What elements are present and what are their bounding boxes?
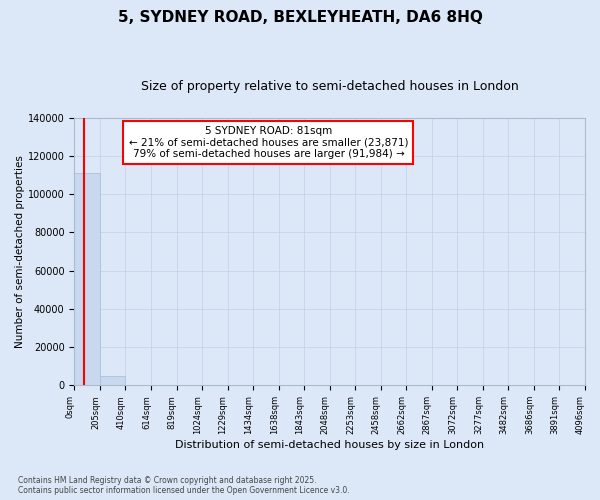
Title: Size of property relative to semi-detached houses in London: Size of property relative to semi-detach… — [141, 80, 518, 93]
Bar — [74, 173, 100, 386]
Text: 5, SYDNEY ROAD, BEXLEYHEATH, DA6 8HQ: 5, SYDNEY ROAD, BEXLEYHEATH, DA6 8HQ — [118, 10, 482, 25]
Bar — [100, 376, 125, 386]
X-axis label: Distribution of semi-detached houses by size in London: Distribution of semi-detached houses by … — [175, 440, 484, 450]
Y-axis label: Number of semi-detached properties: Number of semi-detached properties — [15, 155, 25, 348]
Text: 5 SYDNEY ROAD: 81sqm
← 21% of semi-detached houses are smaller (23,871)
79% of s: 5 SYDNEY ROAD: 81sqm ← 21% of semi-detac… — [128, 126, 408, 159]
Text: Contains HM Land Registry data © Crown copyright and database right 2025.
Contai: Contains HM Land Registry data © Crown c… — [18, 476, 350, 495]
